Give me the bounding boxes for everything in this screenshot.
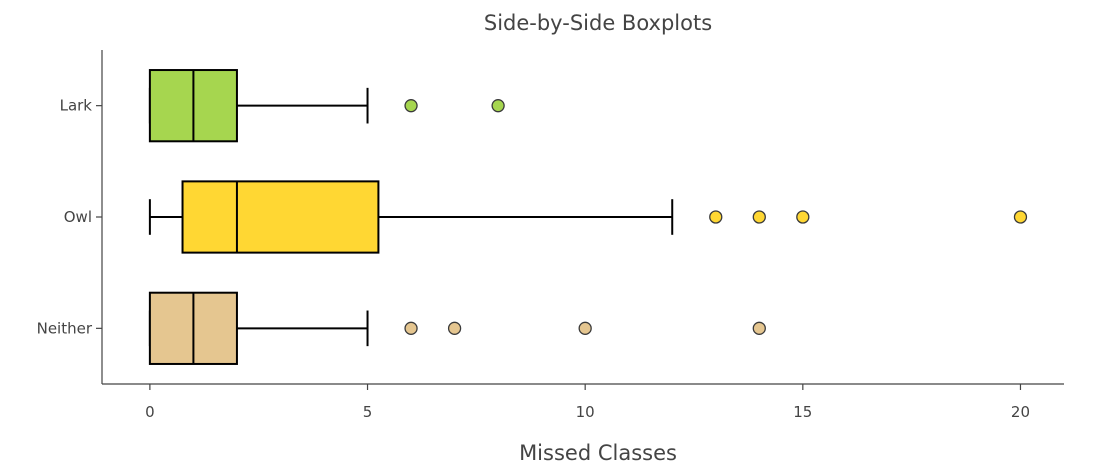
- outlier-point: [752, 210, 766, 224]
- x-tick-label: 15: [793, 403, 812, 421]
- outlier-point: [447, 321, 462, 335]
- outlier-point: [752, 321, 766, 335]
- x-tick-label: 10: [576, 403, 595, 421]
- y-tick-label: Neither: [37, 319, 93, 337]
- outlier-point: [578, 321, 592, 335]
- iqr-box: [181, 180, 380, 254]
- boxplot-owl: [148, 180, 1028, 254]
- x-tick-label: 5: [363, 403, 373, 421]
- x-tick-label: 20: [1011, 403, 1030, 421]
- chart-title: Side-by-Side Boxplots: [484, 11, 712, 35]
- outlier-point: [404, 321, 418, 335]
- outlier-point: [404, 99, 418, 113]
- y-tick-label: Lark: [60, 97, 93, 115]
- x-axis-label: Missed Classes: [519, 441, 677, 465]
- y-axis: Lark Owl Neither: [37, 97, 102, 337]
- boxplot-neither: [148, 291, 766, 365]
- x-axis: 0 5 10 15 20: [145, 384, 1030, 421]
- outlier-point: [709, 210, 723, 224]
- outlier-point: [796, 210, 810, 224]
- y-tick-label: Owl: [64, 208, 92, 226]
- x-tick-label: 0: [145, 403, 155, 421]
- outlier-point: [1013, 210, 1028, 224]
- outlier-point: [491, 99, 505, 113]
- boxplot-lark: [148, 69, 505, 143]
- plot-area: [148, 69, 1028, 365]
